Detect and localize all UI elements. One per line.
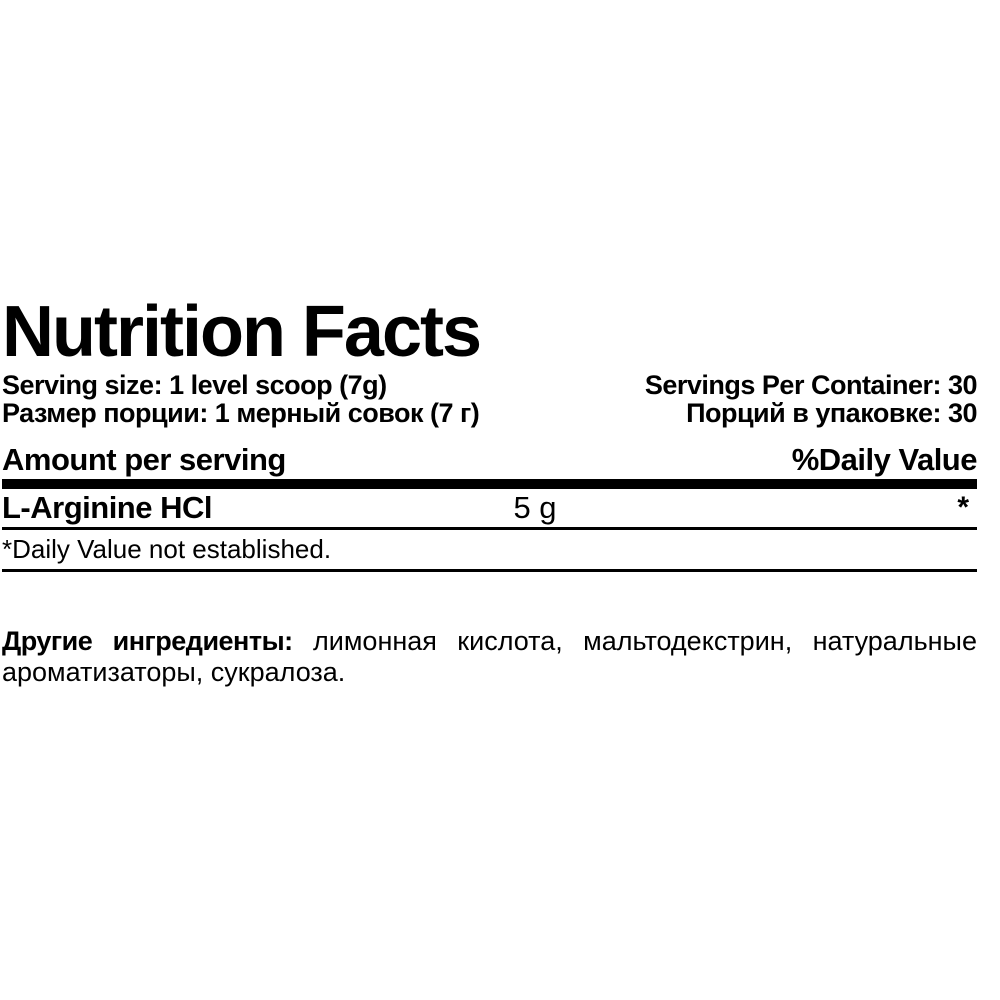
servings-per-container-ru: Порций в упаковке: 30: [686, 398, 977, 428]
ingredient-word: лимонная: [313, 626, 437, 656]
other-ingredients-heading-word: ингредиенты:: [112, 626, 294, 656]
serving-size-ru: Размер порции: 1 мерный совок (7 г): [2, 398, 480, 428]
nutrient-daily-value-asterisk: *: [957, 491, 969, 524]
serving-size-en: Serving size: 1 level scoop (7g): [2, 370, 387, 400]
ingredient-word: кислота,: [457, 626, 563, 656]
servings-per-container-block: Servings Per Container: 30 Порций в упак…: [644, 370, 978, 428]
serving-size-block: Serving size: 1 level scoop (7g) Размер …: [2, 370, 480, 428]
ingredient-word: натуральные: [812, 626, 977, 656]
daily-value-footnote: *Daily Value not established.: [2, 534, 332, 564]
thin-divider-bottom: [2, 569, 977, 572]
other-ingredients-line2: ароматизаторы, сукралоза.: [2, 657, 346, 687]
nutrition-facts-label: Nutrition Facts Serving size: 1 level sc…: [2, 292, 978, 688]
table-header-row: Amount per serving %Daily Value: [2, 442, 978, 477]
table-header-daily-value: %Daily Value: [791, 442, 978, 477]
table-row-l-arginine: L-Arginine HCl 5 g *: [2, 489, 977, 527]
ingredient-word: мальтодекстрин,: [583, 626, 793, 656]
other-ingredients-paragraph: Другие ингредиенты: лимонная кислота, ма…: [2, 626, 977, 688]
other-ingredients-heading-word: Другие: [2, 626, 93, 656]
servings-per-container-en: Servings Per Container: 30: [644, 370, 978, 400]
serving-info-row: Serving size: 1 level scoop (7g) Размер …: [2, 370, 978, 428]
other-ingredients-line1: Другие ингредиенты: лимонная кислота, ма…: [2, 626, 977, 657]
table-header-amount-per-serving: Amount per serving: [2, 442, 286, 477]
thin-divider-top: [2, 527, 977, 530]
nutrient-amount: 5 g: [513, 490, 557, 525]
nutrient-name: L-Arginine HCl: [2, 490, 213, 525]
thick-divider-bar: [2, 479, 977, 489]
label-title: Nutrition Facts: [2, 292, 482, 372]
